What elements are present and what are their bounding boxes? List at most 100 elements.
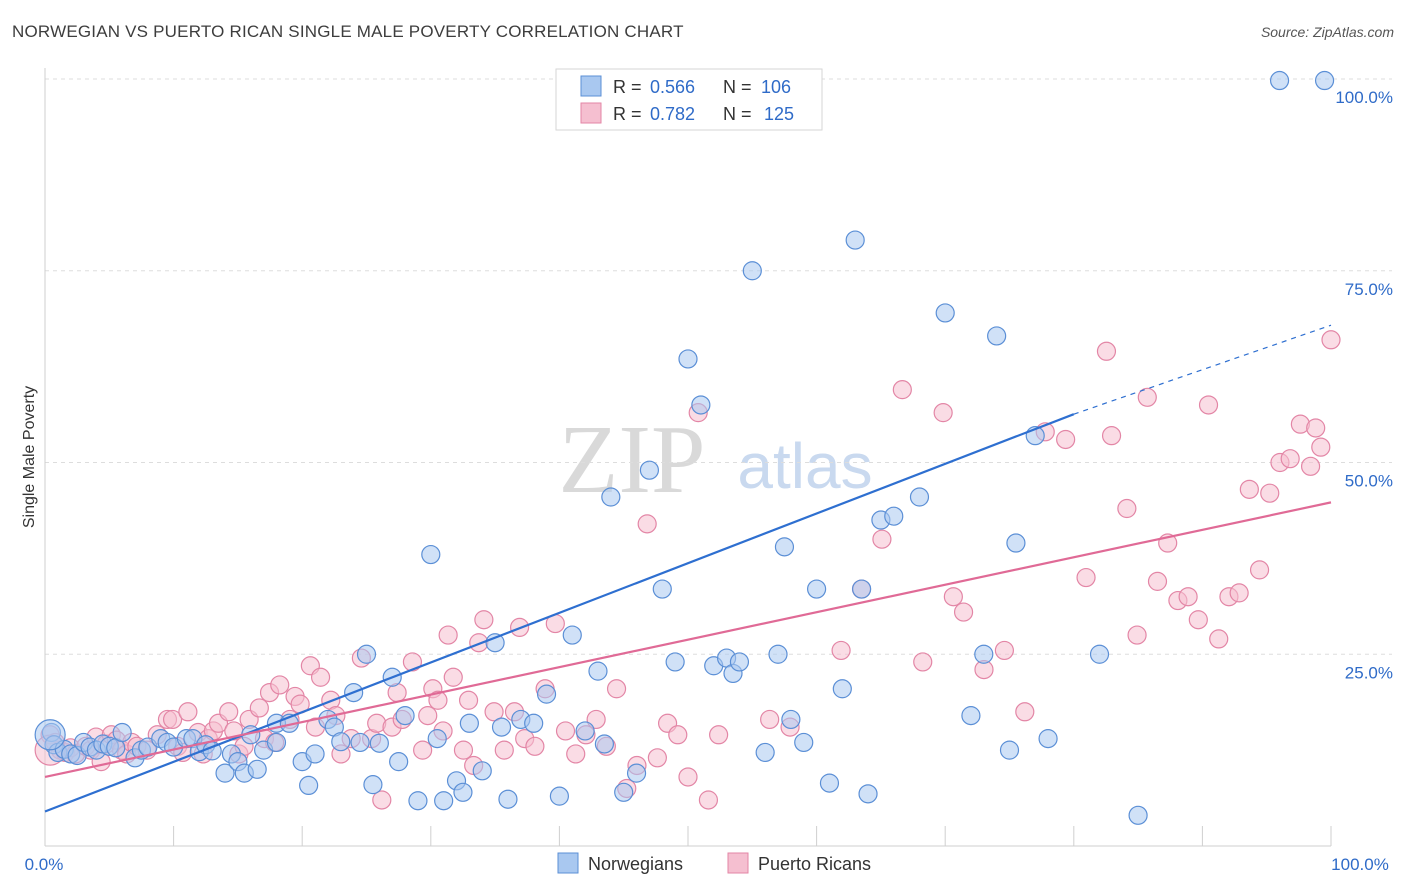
norwegians-point: [626, 763, 647, 783]
puerto-ricans-point: [219, 702, 239, 722]
puerto-ricans-point: [1280, 449, 1300, 469]
norwegians-point: [588, 661, 608, 681]
norwegians-point: [678, 349, 698, 369]
puerto-ricans-point: [1198, 395, 1219, 415]
bottom-legend-label-puerto-ricans: Puerto Ricans: [758, 854, 871, 874]
puerto-ricans-point: [469, 633, 489, 653]
norwegians-point: [845, 230, 865, 250]
norwegians-point: [549, 786, 570, 806]
norwegians-point: [852, 579, 872, 599]
norwegians-point: [1006, 533, 1026, 553]
legend-box: R = 0.566 N = 106 R = 0.782 N = 125: [555, 68, 823, 131]
norwegians-point: [459, 713, 479, 733]
y-tick-label: 25.0%: [1345, 663, 1393, 682]
puerto-ricans-point: [372, 790, 392, 810]
puerto-ricans-point: [566, 744, 586, 764]
puerto-ricans-point: [402, 652, 423, 672]
norwegians-point: [729, 652, 750, 672]
puerto-ricans-point: [458, 690, 479, 710]
norwegians-point: [369, 733, 389, 753]
puerto-ricans-point: [1117, 498, 1137, 519]
norwegians-point: [768, 644, 788, 664]
puerto-ricans-point: [1311, 437, 1331, 457]
puerto-ricans-point: [1300, 456, 1321, 476]
puerto-ricans-point: [1306, 418, 1326, 438]
norwegians-point: [742, 261, 762, 281]
legend-r-value-2: 0.782: [650, 104, 695, 124]
norwegians-point: [34, 719, 66, 751]
puerto-ricans-point: [474, 610, 494, 630]
puerto-ricans-point: [637, 514, 657, 534]
puerto-ricans-point: [1249, 560, 1270, 580]
norwegians-point: [562, 625, 582, 645]
norwegians-point: [305, 744, 325, 764]
puerto-ricans-point: [831, 640, 851, 661]
norwegians-point: [691, 395, 711, 415]
puerto-ricans-point: [1178, 587, 1198, 607]
y-tick-label: 75.0%: [1345, 280, 1393, 299]
x-axis-ticks: [44, 826, 1332, 846]
norwegians-point: [774, 537, 795, 557]
norwegians-point: [1038, 729, 1058, 749]
puerto-ricans-point: [310, 667, 331, 687]
norwegians-point: [819, 773, 840, 793]
y-tick-label: 50.0%: [1345, 472, 1393, 491]
norwegians-point: [389, 752, 409, 772]
puerto-ricans-point: [1209, 629, 1229, 649]
puerto-ricans-point: [270, 675, 290, 695]
norwegians-point: [536, 684, 557, 704]
norwegians-point: [485, 633, 505, 653]
puerto-ricans-point: [760, 709, 780, 730]
puerto-ricans-point: [525, 736, 545, 756]
norwegians-point: [665, 652, 685, 672]
puerto-ricans-point: [1076, 567, 1096, 588]
norwegians-points: [34, 70, 1335, 825]
norwegians-point: [491, 717, 512, 737]
norwegians-point: [1089, 644, 1110, 664]
puerto-ricans-point: [249, 698, 269, 718]
legend-r-value-1: 0.566: [650, 77, 695, 97]
norwegians-point: [987, 326, 1007, 346]
norwegians-point: [614, 782, 634, 802]
watermark-zip: ZIP: [559, 406, 706, 514]
legend-r-label-2: R =: [613, 104, 642, 124]
watermark: ZIP atlas: [559, 406, 873, 514]
puerto-ricans-point: [892, 380, 912, 400]
bottom-legend: Norwegians Puerto Ricans: [557, 852, 871, 874]
norwegians-point: [832, 679, 852, 699]
norwegians-point: [266, 732, 287, 753]
norwegians-point: [999, 740, 1020, 760]
chart-title: NORWEGIAN VS PUERTO RICAN SINGLE MALE PO…: [12, 22, 684, 41]
norwegians-point: [299, 775, 319, 796]
norwegians-point: [594, 734, 615, 754]
norwegians-point: [755, 742, 775, 763]
puerto-ricans-point: [418, 706, 438, 726]
legend-r-label-1: R =: [613, 77, 642, 97]
norwegians-point: [421, 544, 441, 565]
bottom-legend-swatch-pink: [727, 852, 749, 874]
legend-n-value-2: 125: [764, 104, 794, 124]
puerto-ricans-point: [413, 740, 433, 760]
puerto-ricans-point: [606, 679, 627, 699]
legend-swatch-pink: [580, 102, 602, 124]
norwegians-point: [427, 729, 447, 749]
norwegians-point: [331, 732, 351, 752]
x-tick-label-max: 100.0%: [1331, 855, 1389, 874]
puerto-ricans-point: [1321, 330, 1341, 350]
puerto-ricans-point: [162, 709, 183, 730]
puerto-ricans-point: [494, 740, 514, 760]
legend-swatch-blue: [580, 75, 602, 97]
puerto-ricans-point: [428, 690, 448, 710]
bottom-legend-label-norwegians: Norwegians: [588, 854, 683, 874]
norwegians-point: [1128, 805, 1148, 825]
norwegians-point: [350, 732, 370, 753]
norwegians-point: [601, 487, 621, 507]
puerto-ricans-point: [913, 652, 933, 672]
puerto-ricans-point: [178, 702, 198, 722]
puerto-ricans-point: [668, 725, 688, 745]
legend-n-value-1: 106: [761, 77, 791, 97]
norwegians-point: [909, 487, 930, 507]
puerto-ricans-point: [872, 529, 892, 549]
norwegians-point: [247, 759, 267, 779]
